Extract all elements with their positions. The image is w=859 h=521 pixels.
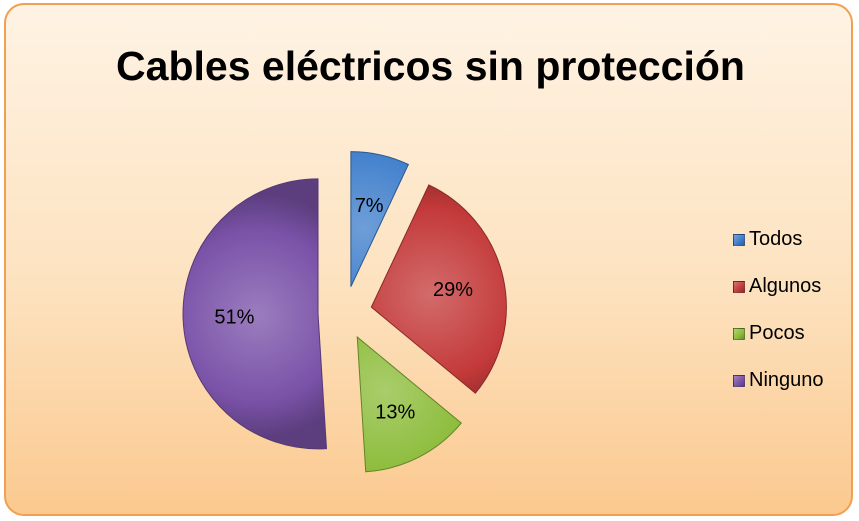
legend-swatch-ninguno bbox=[733, 375, 745, 387]
legend-label-ninguno: Ninguno bbox=[749, 369, 824, 391]
chart-area: Cables eléctricos sin protección 7% 29% 13… bbox=[4, 3, 853, 516]
legend-label-todos: Todos bbox=[749, 228, 803, 250]
data-label-algunos: 29% bbox=[433, 279, 473, 301]
legend-swatch-todos bbox=[733, 234, 745, 246]
chart-title: Cables eléctricos sin protección bbox=[116, 43, 745, 89]
pie-slice-pocos bbox=[356, 335, 462, 473]
legend-swatch-pocos bbox=[733, 328, 745, 340]
pie-plot: 7% 29% 13% 51% bbox=[182, 151, 507, 473]
legend-label-pocos: Pocos bbox=[749, 322, 805, 344]
legend-swatch-algunos bbox=[733, 281, 745, 293]
pie-slice-algunos bbox=[370, 184, 507, 394]
data-label-ninguno: 51% bbox=[214, 306, 254, 328]
legend-label-algunos: Algunos bbox=[749, 275, 822, 297]
data-label-pocos: 13% bbox=[375, 402, 415, 424]
pie-slice-todos bbox=[350, 151, 410, 287]
pie-slice-ninguno bbox=[182, 178, 328, 450]
data-label-todos: 7% bbox=[355, 195, 384, 217]
